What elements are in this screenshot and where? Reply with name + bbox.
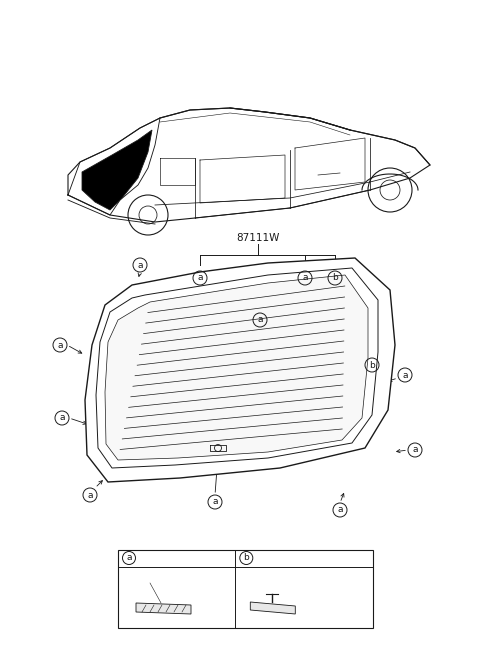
Text: a: a bbox=[57, 340, 63, 350]
Text: a: a bbox=[87, 491, 93, 499]
Polygon shape bbox=[96, 268, 378, 468]
Polygon shape bbox=[85, 258, 395, 482]
Text: b: b bbox=[243, 554, 249, 562]
Polygon shape bbox=[136, 603, 191, 614]
Text: 87111W: 87111W bbox=[236, 233, 280, 243]
Text: a: a bbox=[302, 274, 308, 283]
Text: a: a bbox=[212, 497, 218, 506]
Polygon shape bbox=[250, 602, 295, 614]
Text: 86124D: 86124D bbox=[130, 583, 166, 592]
Text: b: b bbox=[332, 274, 338, 283]
Text: 86121A: 86121A bbox=[130, 573, 165, 582]
Text: a: a bbox=[337, 506, 343, 514]
Text: a: a bbox=[137, 260, 143, 270]
Polygon shape bbox=[105, 275, 368, 460]
Bar bbox=[118, 550, 373, 628]
Text: 87864: 87864 bbox=[256, 553, 287, 563]
Text: a: a bbox=[402, 371, 408, 380]
Polygon shape bbox=[82, 130, 152, 210]
Text: a: a bbox=[257, 316, 263, 325]
Text: a: a bbox=[59, 413, 65, 422]
Text: a: a bbox=[126, 554, 132, 562]
Text: b: b bbox=[369, 361, 375, 369]
Text: a: a bbox=[412, 445, 418, 455]
Text: a: a bbox=[197, 274, 203, 283]
